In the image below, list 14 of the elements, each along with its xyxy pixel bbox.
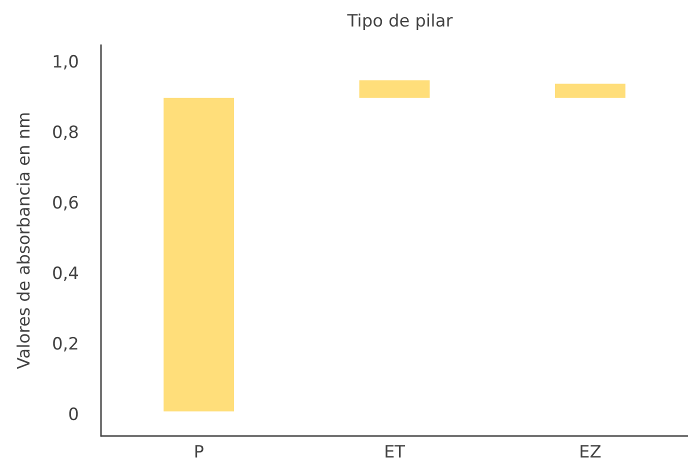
y-tick-label: 0,6: [52, 194, 79, 214]
x-tick-label: EZ: [578, 442, 602, 462]
x-tick-label: ET: [384, 442, 406, 462]
y-axis-title: Valores de absorbancia en nm: [14, 112, 34, 370]
x-tick-label: P: [194, 442, 204, 462]
bar: [359, 80, 430, 98]
bar: [164, 98, 234, 412]
y-tick-label: 1,0: [52, 52, 79, 73]
bar: [554, 84, 626, 98]
y-tick-label: 0: [68, 404, 79, 425]
y-tick-label: 0,2: [52, 334, 79, 354]
y-tick-label: 0,8: [52, 123, 79, 144]
y-tick-label: 0,4: [52, 264, 79, 284]
chart-title: Tipo de pilar: [346, 12, 453, 32]
